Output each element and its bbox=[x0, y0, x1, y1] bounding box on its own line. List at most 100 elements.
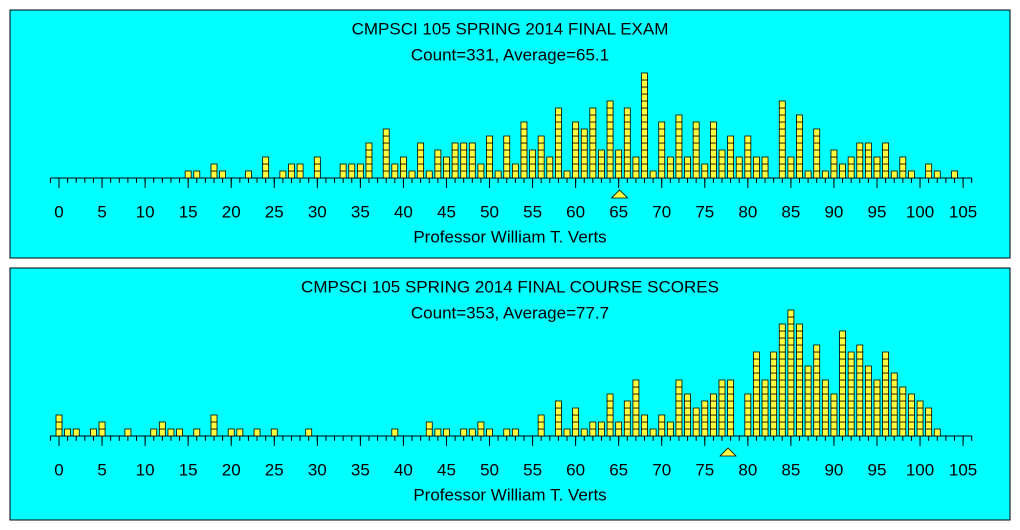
box bbox=[98, 421, 106, 430]
box bbox=[606, 100, 614, 109]
stack bbox=[718, 149, 726, 179]
box bbox=[744, 135, 752, 144]
stack bbox=[856, 344, 864, 437]
box bbox=[709, 135, 717, 144]
box bbox=[778, 351, 786, 360]
box bbox=[753, 358, 760, 367]
x-tick-label: 15 bbox=[179, 460, 198, 479]
box bbox=[555, 428, 562, 437]
box bbox=[606, 142, 614, 151]
x-tick-label: 50 bbox=[480, 202, 499, 221]
box bbox=[425, 170, 433, 179]
box bbox=[434, 428, 442, 437]
box bbox=[830, 156, 838, 165]
box bbox=[830, 407, 838, 416]
box bbox=[813, 365, 821, 374]
stack bbox=[98, 421, 106, 437]
box bbox=[529, 156, 536, 165]
box bbox=[55, 414, 63, 423]
box bbox=[813, 135, 821, 144]
box bbox=[753, 421, 760, 430]
stack bbox=[709, 393, 717, 437]
box bbox=[262, 170, 270, 179]
box bbox=[443, 170, 450, 179]
stack bbox=[615, 149, 623, 179]
stack bbox=[778, 323, 786, 437]
box bbox=[658, 421, 666, 430]
box bbox=[675, 421, 683, 430]
box bbox=[537, 156, 545, 165]
box bbox=[606, 407, 614, 416]
box bbox=[210, 170, 218, 179]
box bbox=[537, 163, 545, 172]
box bbox=[761, 407, 769, 416]
box bbox=[856, 407, 864, 416]
box bbox=[400, 156, 407, 165]
box bbox=[778, 358, 786, 367]
box bbox=[899, 170, 907, 179]
box bbox=[770, 421, 778, 430]
x-tick-label: 15 bbox=[179, 202, 198, 221]
box bbox=[890, 379, 898, 388]
box bbox=[813, 163, 821, 172]
box bbox=[882, 149, 889, 158]
box bbox=[537, 149, 545, 158]
box bbox=[804, 407, 812, 416]
stack bbox=[675, 379, 683, 437]
box bbox=[847, 407, 855, 416]
stack bbox=[623, 400, 631, 437]
box bbox=[615, 156, 623, 165]
box bbox=[486, 156, 493, 165]
box bbox=[778, 170, 786, 179]
box bbox=[787, 351, 795, 360]
box bbox=[882, 170, 889, 179]
box bbox=[546, 170, 554, 179]
box bbox=[709, 128, 717, 137]
box bbox=[632, 407, 640, 416]
box bbox=[873, 407, 881, 416]
box bbox=[503, 170, 511, 179]
box bbox=[296, 163, 304, 172]
box bbox=[572, 170, 580, 179]
box bbox=[770, 414, 778, 423]
box bbox=[555, 142, 562, 151]
box bbox=[856, 365, 864, 374]
box bbox=[658, 135, 666, 144]
box bbox=[486, 142, 493, 151]
stack bbox=[348, 163, 356, 179]
box bbox=[882, 414, 889, 423]
box bbox=[753, 156, 760, 165]
box bbox=[356, 170, 364, 179]
box bbox=[365, 142, 373, 151]
box bbox=[761, 379, 769, 388]
stack bbox=[753, 351, 760, 437]
box bbox=[882, 379, 889, 388]
box bbox=[753, 386, 760, 395]
x-tick-label: 0 bbox=[54, 202, 63, 221]
box bbox=[761, 163, 769, 172]
stack bbox=[641, 72, 648, 179]
box bbox=[580, 128, 588, 137]
box bbox=[158, 428, 166, 437]
box bbox=[451, 163, 459, 172]
box bbox=[813, 358, 821, 367]
x-tick-label: 25 bbox=[265, 460, 284, 479]
stack bbox=[580, 128, 588, 179]
stack bbox=[537, 414, 545, 437]
box bbox=[830, 400, 838, 409]
box bbox=[606, 107, 614, 116]
stack bbox=[692, 121, 700, 179]
box bbox=[882, 386, 889, 395]
box bbox=[425, 421, 433, 430]
box bbox=[529, 170, 536, 179]
box bbox=[770, 379, 778, 388]
stack bbox=[839, 330, 846, 437]
box bbox=[873, 170, 881, 179]
box bbox=[666, 421, 674, 430]
box bbox=[658, 170, 666, 179]
box bbox=[391, 170, 399, 179]
box bbox=[468, 428, 476, 437]
box bbox=[787, 386, 795, 395]
stack bbox=[520, 121, 528, 179]
x-tick-label: 65 bbox=[609, 202, 628, 221]
